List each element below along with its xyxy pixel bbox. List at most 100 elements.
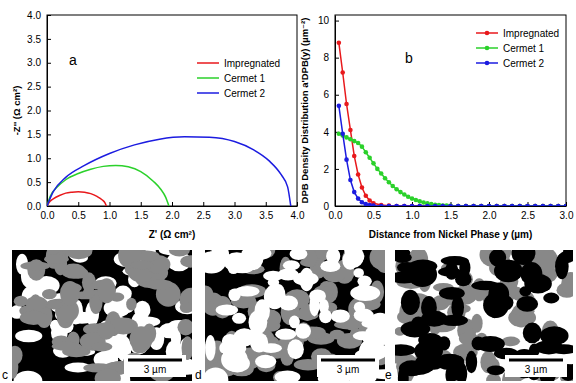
series-marker (487, 204, 492, 206)
series-marker (364, 150, 369, 155)
phase-grain (331, 309, 350, 322)
series-marker (364, 194, 369, 199)
series-marker (510, 204, 515, 206)
y-tick: 2 (323, 164, 339, 175)
phase-grain (439, 287, 465, 300)
phase-grain (459, 258, 470, 277)
series-marker (456, 204, 461, 206)
series-marker (533, 204, 538, 206)
scale-bar-label: 3 µm (525, 364, 547, 375)
series-marker (394, 187, 399, 192)
y-tick: 2.5 (27, 81, 51, 92)
legend-marker (485, 31, 490, 36)
phase-grain (345, 250, 364, 268)
phase-grain (255, 355, 276, 369)
x-tick-mark (566, 202, 567, 206)
phase-grain (14, 371, 43, 381)
phase-grain (309, 289, 326, 302)
x-tick-label: 1.0 (406, 210, 420, 221)
x-tick: 4.0 (291, 202, 305, 221)
panel-label: b (405, 50, 413, 66)
phase-grain (205, 285, 213, 303)
series-marker (456, 204, 461, 206)
series-marker (425, 204, 430, 206)
y-tick-label: 4 (323, 127, 329, 138)
phase-grain (329, 330, 344, 340)
phase-grain (452, 355, 464, 373)
phase-grain (146, 279, 173, 289)
micrograph: 3 µm e (385, 239, 576, 383)
y-axis-title: -Z'' (Ω cm²) (11, 86, 22, 136)
phase-grain (65, 250, 93, 259)
series-marker (564, 204, 566, 206)
scale-bar-box (505, 355, 567, 377)
series-marker (494, 204, 499, 206)
series-marker (479, 204, 484, 206)
y-tick-mark (335, 21, 339, 22)
series-marker (356, 141, 361, 146)
legend-swatch (197, 92, 219, 94)
phase-grain (235, 286, 259, 297)
series-marker (441, 204, 446, 206)
scale-bar (509, 359, 563, 362)
phase-grain (97, 322, 114, 340)
x-tick-mark (235, 202, 236, 206)
phase-grain (496, 261, 516, 281)
panel-label: c (2, 368, 8, 382)
phase-grain (260, 343, 282, 353)
series-marker (402, 192, 407, 197)
y-tick-label: 2 (323, 164, 329, 175)
x-tick-label: 0.0 (329, 210, 343, 221)
series-marker (494, 204, 499, 206)
y-axis: 0246810 (318, 15, 339, 211)
x-tick-label: 2.5 (197, 210, 211, 221)
y-tick: 3.0 (27, 57, 51, 68)
series-marker (421, 200, 426, 205)
phase-grain (354, 308, 374, 322)
phase-grain (471, 281, 500, 291)
series-marker (379, 203, 384, 206)
phase-grain (180, 255, 192, 267)
series-marker (564, 204, 566, 206)
series-marker (518, 204, 523, 206)
phase-grain (424, 356, 443, 370)
series-line (339, 134, 566, 206)
series-marker (337, 104, 342, 109)
phase-grain (398, 366, 409, 381)
x-tick: 3.0 (560, 202, 574, 221)
phase-grain (275, 329, 296, 340)
panel-label: e (385, 368, 392, 382)
series-marker (387, 203, 392, 206)
phase-grain (180, 302, 192, 313)
series-marker (410, 204, 415, 206)
y-tick-label: 2.5 (27, 81, 41, 92)
phase-grain (549, 344, 573, 354)
panel-label: d (195, 368, 202, 382)
phase-grain (543, 293, 559, 304)
series-marker (464, 204, 469, 206)
series-marker (379, 171, 384, 176)
series-line (339, 106, 566, 206)
y-tick-mark (335, 169, 339, 170)
micrograph: 3 µmc (2, 240, 203, 383)
series-marker (525, 204, 530, 206)
y-tick-label: 1.5 (27, 129, 41, 140)
legend-label: Cermet 1 (224, 73, 266, 84)
x-tick-label: 0.5 (367, 210, 381, 221)
phase-grain (126, 298, 136, 311)
y-tick-label: 8 (323, 52, 329, 63)
series-marker (344, 102, 349, 107)
x-tick-label: 2.0 (483, 210, 497, 221)
x-axis-title: Distance from Nickel Phase y (µm) (369, 229, 533, 240)
series-marker (387, 204, 392, 206)
phase-grain (487, 365, 505, 375)
phase-grain (95, 369, 121, 381)
phase-grain (523, 323, 542, 344)
series-marker (541, 204, 546, 206)
series-marker (502, 204, 507, 206)
chart: 0.00.51.01.52.02.53.03.54.00.00.51.01.52… (11, 10, 305, 240)
y-tick-label: 0.5 (27, 177, 41, 188)
series-marker (340, 70, 345, 75)
micrograph-image (12, 250, 192, 381)
phase-grain (46, 300, 63, 309)
